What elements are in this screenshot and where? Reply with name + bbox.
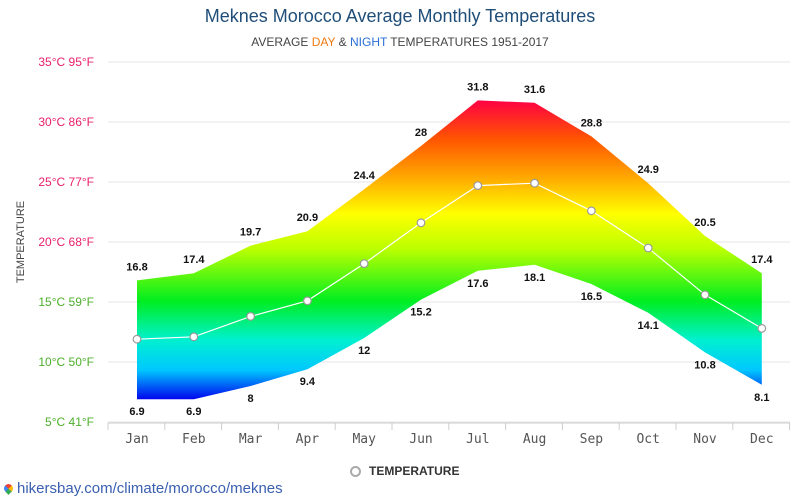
- x-tick-label: Sep: [580, 432, 604, 447]
- temperature-point: [587, 206, 596, 216]
- day-value-label: 17.4: [751, 254, 773, 266]
- day-value-label: 20.9: [297, 212, 318, 224]
- day-value-label: 17.4: [183, 254, 205, 266]
- x-tick-label: Dec: [750, 432, 773, 447]
- legend[interactable]: TEMPERATURE: [350, 464, 459, 478]
- y-tick-label: 15°C 59°F: [38, 295, 94, 309]
- day-value-label: 28.8: [581, 117, 602, 129]
- x-tick-label: Oct: [636, 432, 659, 447]
- night-value-label: 8: [248, 393, 254, 405]
- chart-title: Meknes Morocco Average Monthly Temperatu…: [204, 6, 596, 26]
- temperature-markers: [132, 178, 767, 344]
- subtitle-prefix: AVERAGE: [251, 35, 312, 49]
- chart-subtitle: AVERAGE DAY & NIGHT TEMPERATURES 1951-20…: [0, 35, 800, 49]
- temperature-point: [246, 312, 256, 321]
- night-value-label: 14.1: [637, 320, 658, 332]
- temperature-point: [643, 243, 653, 253]
- subtitle-night: NIGHT: [349, 35, 388, 49]
- legend-label: TEMPERATURE: [369, 464, 460, 478]
- temperature-point: [473, 181, 483, 191]
- x-tick-label: Jan: [125, 432, 148, 447]
- y-axis-label: TEMPERATURE: [15, 201, 27, 283]
- day-night-band: [137, 100, 762, 400]
- day-value-label: 16.8: [126, 261, 147, 273]
- x-tick-label: Jul: [466, 432, 489, 447]
- legend-marker-icon: [350, 465, 361, 477]
- night-value-label: 10.8: [694, 359, 715, 371]
- y-tick-label: 20°C 68°F: [38, 235, 94, 249]
- night-value-label: 15.2: [410, 307, 431, 319]
- temperature-point: [530, 178, 539, 188]
- x-tick-label: Nov: [693, 432, 717, 447]
- night-value-label: 16.5: [581, 291, 602, 303]
- y-tick-label: 35°C 95°F: [38, 55, 94, 69]
- x-tick-label: Apr: [296, 432, 320, 447]
- day-value-label: 19.7: [240, 227, 261, 239]
- subtitle-mid: &: [335, 35, 350, 49]
- day-value-label: 20.5: [694, 217, 715, 229]
- temperature-point: [416, 218, 426, 228]
- x-tick-label: Mar: [239, 432, 263, 447]
- source-url: hikersbay.com/climate/morocco/meknes: [17, 480, 283, 497]
- night-value-label: 6.9: [186, 406, 201, 418]
- night-value-label: 18.1: [524, 272, 545, 284]
- y-axis: 35°C 95°F 30°C 86°F 25°C 77°F 20°C 68°F 15°C…: [38, 55, 94, 429]
- night-value-label: 9.4: [300, 376, 316, 388]
- x-tick-label: Feb: [182, 432, 206, 447]
- subtitle-day: DAY: [311, 35, 336, 49]
- day-value-label: 31.8: [467, 81, 488, 93]
- x-tick-label: Jun: [409, 432, 432, 447]
- y-tick-label: 5°C 41°F: [45, 415, 94, 429]
- x-tick-label: Aug: [523, 432, 546, 447]
- subtitle-suffix: TEMPERATURES 1951-2017: [387, 35, 549, 49]
- y-tick-label: 10°C 50°F: [38, 355, 94, 369]
- temperature-point: [700, 290, 710, 300]
- day-value-labels: 16.8 17.4 19.7 20.9 24.4 28 31.8 31.6 28.8 24.9 20…: [126, 81, 773, 273]
- temperature-point: [359, 259, 369, 269]
- temperature-point: [132, 334, 142, 344]
- temperature-point: [189, 332, 199, 342]
- night-value-label: 8.1: [754, 392, 769, 404]
- source-link[interactable]: hikersbay.com/climate/morocco/meknes: [2, 480, 283, 497]
- y-tick-label: 30°C 86°F: [38, 115, 94, 129]
- day-value-label: 24.4: [353, 170, 375, 182]
- night-value-labels: 6.9 6.9 8 9.4 12 15.2 17.6 18.1 16.5 14.1 10.8 8.1: [129, 272, 769, 418]
- y-tick-label: 25°C 77°F: [38, 175, 94, 189]
- temperature-point: [303, 296, 312, 306]
- day-value-label: 31.6: [524, 84, 545, 96]
- temperature-line: [136, 182, 763, 340]
- night-value-label: 12: [358, 345, 370, 357]
- day-value-label: 28: [415, 127, 427, 139]
- x-axis: Jan Feb Mar Apr May Jun Jul Aug Sep Oct Nov Dec: [107, 422, 791, 447]
- night-value-label: 17.6: [467, 278, 488, 290]
- day-value-label: 24.9: [637, 164, 658, 176]
- x-tick-label: May: [352, 432, 376, 447]
- night-value-label: 6.9: [129, 406, 144, 418]
- temperature-point: [757, 324, 767, 333]
- map-pin-icon: [2, 482, 15, 495]
